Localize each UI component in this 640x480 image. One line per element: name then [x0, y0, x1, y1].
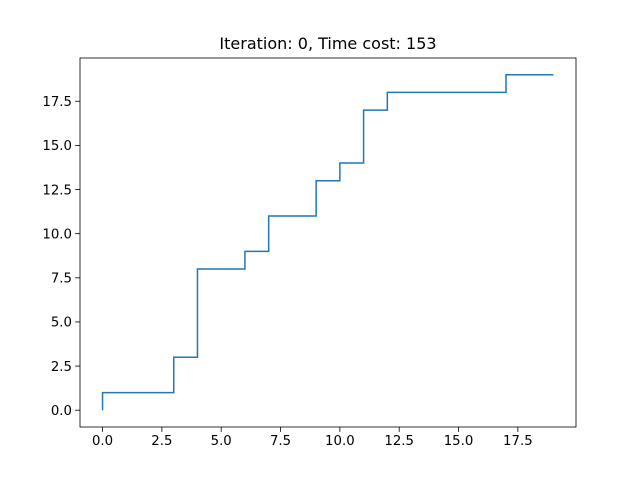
y-tick-label: 5.0	[51, 316, 72, 331]
plot-area: 0.0 2.5 5.0 7.5 10.0 12.5 15.0 17.5 0.0 2.5 5.0 7.5…	[42, 57, 577, 449]
y-tick-label: 15.0	[42, 139, 72, 154]
y-tick-label: 12.5	[42, 183, 72, 198]
series-line-0	[101, 74, 554, 411]
chart-title: Iteration: 0, Time cost: 153	[219, 34, 436, 53]
x-tick-label: 15.0	[444, 434, 474, 449]
x-tick-label: 10.0	[325, 434, 355, 449]
x-tick-label: 2.5	[151, 434, 172, 449]
x-tick-label: 5.0	[211, 434, 232, 449]
y-tick-label: 0.0	[51, 404, 72, 419]
y-tick-label: 10.0	[42, 227, 72, 242]
x-tick-label: 7.5	[270, 434, 291, 449]
axes-frame	[79, 57, 577, 428]
x-tick-label: 17.5	[503, 434, 533, 449]
x-tick-label: 0.0	[92, 434, 113, 449]
x-tick-label: 12.5	[384, 434, 414, 449]
y-tick-label: 2.5	[51, 360, 72, 375]
y-tick-label: 17.5	[42, 95, 72, 110]
y-tick-label: 7.5	[51, 272, 72, 287]
